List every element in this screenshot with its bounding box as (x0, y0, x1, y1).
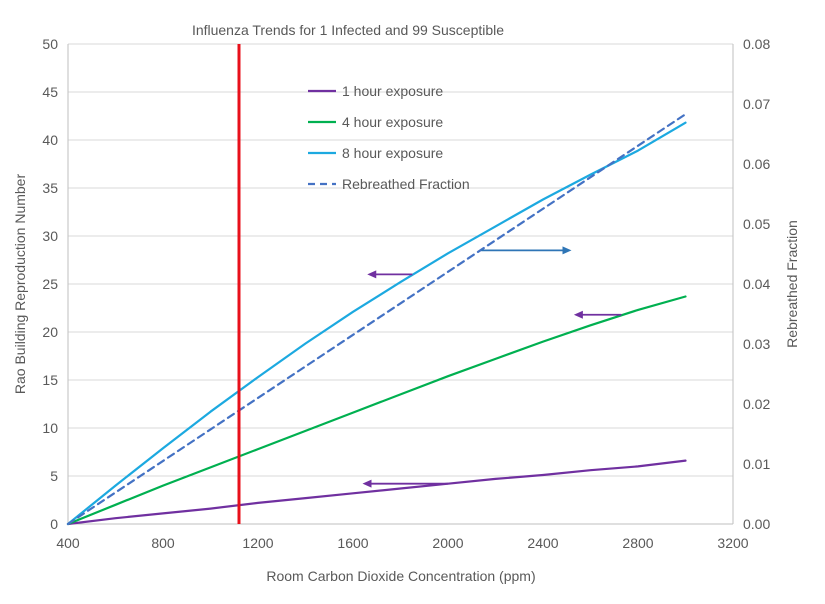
y-tick-label: 5 (50, 468, 58, 484)
y2-tick-label: 0.02 (743, 396, 770, 412)
series-line-rebreathed-fraction (66, 113, 687, 526)
y2-tick-label: 0.00 (743, 516, 770, 532)
chart-title: Influenza Trends for 1 Infected and 99 S… (192, 22, 504, 38)
x-tick-label: 2400 (527, 535, 558, 551)
x-tick-label: 2800 (622, 535, 653, 551)
y-tick-label: 35 (42, 180, 58, 196)
y2-tick-label: 0.03 (743, 336, 770, 352)
y2-axis-label: Rebreathed Fraction (784, 220, 800, 348)
legend-label: Rebreathed Fraction (342, 176, 470, 192)
series-line-1-hour-exposure (66, 459, 687, 526)
y2-tick-label: 0.07 (743, 96, 770, 112)
y-tick-label: 40 (42, 132, 58, 148)
x-axis-label: Room Carbon Dioxide Concentration (ppm) (266, 568, 535, 584)
legend-item: Rebreathed Fraction (308, 176, 470, 192)
legend: 1 hour exposure 4 hour exposure 8 hour exp… (308, 83, 470, 192)
annotation-arrows (362, 246, 622, 488)
y-tick-label: 25 (42, 276, 58, 292)
x-tick-label: 2000 (432, 535, 463, 551)
y-tick-label: 20 (42, 324, 58, 340)
gridlines (68, 43, 733, 477)
axes: 0 5 10 15 20 25 30 35 40 45 50 0.00 0.01 0.02 0.03 0.04… (42, 36, 770, 551)
legend-item: 8 hour exposure (308, 145, 443, 161)
y-tick-label: 50 (42, 36, 58, 52)
y2-tick-label: 0.08 (743, 36, 770, 52)
x-tick-label: 800 (151, 535, 175, 551)
y2-tick-label: 0.04 (743, 276, 770, 292)
legend-item: 4 hour exposure (308, 114, 443, 130)
arrow-left (362, 479, 448, 488)
arrow-right (481, 246, 572, 255)
y2-tick-label: 0.06 (743, 156, 770, 172)
arrow-left (573, 310, 622, 319)
legend-label: 4 hour exposure (342, 114, 443, 130)
y-tick-label: 45 (42, 84, 58, 100)
y-tick-label: 30 (42, 228, 58, 244)
y2-tick-label: 0.05 (743, 216, 770, 232)
legend-label: 8 hour exposure (342, 145, 443, 161)
x-tick-label: 400 (56, 535, 80, 551)
y-tick-label: 10 (42, 420, 58, 436)
x-tick-label: 3200 (717, 535, 748, 551)
legend-label: 1 hour exposure (342, 83, 443, 99)
y-tick-label: 15 (42, 372, 58, 388)
x-tick-label: 1600 (337, 535, 368, 551)
series-line-4-hour-exposure (66, 295, 687, 526)
y2-tick-label: 0.01 (743, 456, 770, 472)
series-lines (66, 44, 687, 526)
series-line-8-hour-exposure (66, 121, 687, 526)
legend-item: 1 hour exposure (308, 83, 443, 99)
y-tick-label: 0 (50, 516, 58, 532)
arrow-left (367, 270, 413, 279)
x-tick-label: 1200 (242, 535, 273, 551)
y-axis-label: Rao Building Reproduction Number (12, 174, 28, 395)
